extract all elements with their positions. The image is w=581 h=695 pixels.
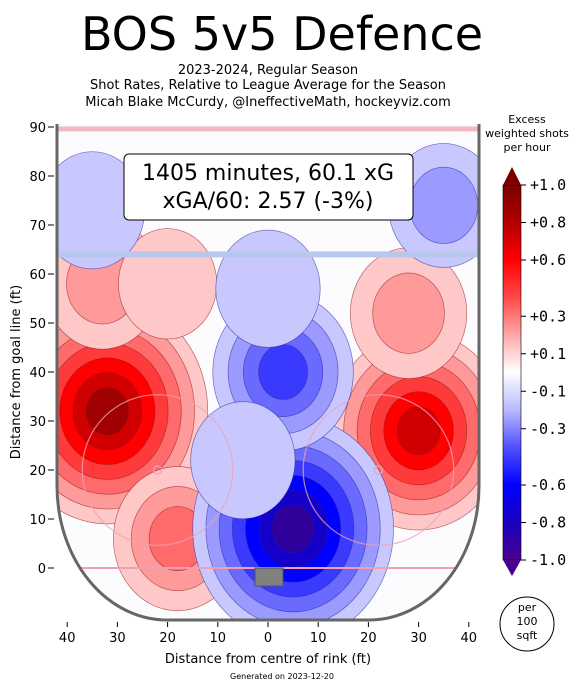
x-tick-label-6: 20: [360, 631, 377, 646]
chart-subtitle-1: 2023-2024, Regular Season: [178, 63, 358, 78]
colorbar-tick-label-2: +0.6: [530, 251, 566, 269]
hotspot-10-level-1: [409, 166, 479, 244]
faceoff-dot-0: [152, 465, 163, 475]
y-tick-label-8: 80: [29, 170, 46, 185]
annotation-line-2: xGA/60: 2.57 (-3%): [163, 189, 374, 214]
x-tick-label-4: 0: [264, 631, 272, 646]
y-axis-label: Distance from goal line (ft): [9, 285, 24, 459]
x-tick-label-5: 10: [310, 631, 327, 646]
unit-circle: [499, 596, 555, 652]
colorbar-tick-label-5: -0.1: [530, 382, 566, 400]
hotspot-8: [215, 229, 321, 348]
hotspot-4-level-1: [372, 272, 445, 354]
y-tick-label-6: 60: [29, 268, 46, 283]
rink-boards: [55, 124, 481, 622]
hotspot-11-level-0: [190, 401, 296, 520]
colorbar-tick-label-8: -0.8: [530, 514, 566, 532]
chart-subtitle-3: Micah Blake McCurdy, @IneffectiveMath, h…: [85, 95, 451, 110]
y-tick-label-1: 10: [29, 513, 46, 528]
x-tick-label-7: 30: [410, 631, 427, 646]
colorbar-tick-label-6: -0.3: [530, 420, 566, 438]
x-tick-label-2: 20: [159, 631, 176, 646]
chart-title: BOS 5v5 Defence: [81, 7, 483, 61]
axes: 40 30 20 10 0 10 20 30 40 0 10 20 30 40 50 60 70 80 90: [29, 121, 477, 646]
faceoff-circle-0: [81, 394, 234, 546]
colorbar-tick-label-9: -1.0: [530, 551, 566, 569]
x-tick-label-3: 10: [210, 631, 227, 646]
y-tick-label-2: 20: [29, 464, 46, 479]
hotspot-8-level-0: [215, 229, 321, 348]
colorbar: +1.0 +0.8 +0.6 +0.3 +0.1 -0.1 -0.3 -0.6 -0.8 -1.0: [502, 167, 566, 576]
colorbar-bottom-arrow: [503, 560, 521, 576]
unit-line-2: 100: [517, 615, 538, 628]
chart-subtitle-2: Shot Rates, Relative to League Average f…: [90, 78, 446, 93]
y-tick-label-9: 90: [29, 121, 46, 136]
colorbar-title-3: per hour: [504, 141, 551, 154]
heat-layer: [57, 143, 479, 620]
colorbar-tick-label-4: +0.1: [530, 345, 566, 363]
hotspot-6-level-6: [271, 504, 315, 553]
hotspot-0-level-6: [85, 387, 129, 436]
colorbar-tick-label-1: +0.8: [530, 214, 566, 232]
y-tick-label-0: 0: [38, 562, 46, 577]
annotation-box: [123, 153, 414, 221]
colorbar-title-1: Excess: [508, 113, 546, 126]
hotspot-11: [190, 401, 296, 520]
x-tick-label-8: 40: [461, 631, 478, 646]
colorbar-tick-label-0: +1.0: [530, 176, 566, 194]
y-tick-label-3: 30: [29, 415, 46, 430]
hotspot-1: [329, 331, 479, 531]
hotspot-10: [388, 143, 479, 268]
hotspot-7-level-3: [258, 344, 308, 400]
colorbar-title-2: weighted shots: [485, 127, 569, 140]
hotspot-1-level-5: [396, 406, 441, 456]
x-tick-label-1: 30: [109, 631, 126, 646]
x-axis-label: Distance from centre of rink (ft): [165, 652, 371, 667]
unit-line-1: per: [518, 601, 537, 614]
faceoff-dot-1: [373, 465, 384, 475]
y-tick-label-5: 50: [29, 317, 46, 332]
hotspot-4: [349, 247, 468, 379]
hotspot-6: [192, 415, 394, 620]
faceoff-circle-1: [302, 394, 455, 546]
colorbar-tick-label-7: -0.6: [530, 476, 566, 494]
end-line: [57, 126, 479, 132]
footer-generated: Generated on 2023-12-20: [230, 672, 334, 681]
annotation-line-1: 1405 minutes, 60.1 xG: [142, 161, 394, 186]
goal-net: [254, 567, 284, 587]
y-tick-label-7: 70: [29, 219, 46, 234]
x-tick-label-0: 40: [59, 631, 76, 646]
blue-line: [57, 251, 479, 258]
unit-line-3: sqft: [517, 629, 538, 642]
colorbar-ramp: [502, 184, 522, 561]
colorbar-tick-label-3: +0.3: [530, 307, 566, 325]
y-tick-label-4: 40: [29, 366, 46, 381]
colorbar-top-arrow: [503, 167, 521, 185]
